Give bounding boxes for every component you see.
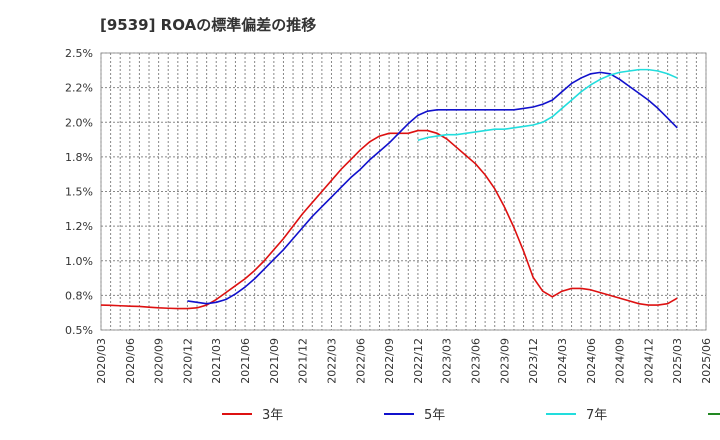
- x-tick-label: 2023/12: [527, 338, 540, 384]
- x-tick-label: 2020/06: [124, 338, 137, 384]
- legend-label: 7年: [586, 408, 607, 423]
- x-tick-label: 2024/09: [614, 338, 627, 384]
- series-layer: [100, 68, 678, 310]
- x-tick-label: 2023/06: [470, 338, 483, 384]
- y-tick-label: 2.2%: [65, 82, 93, 95]
- y-tick-label: 1.8%: [65, 151, 93, 164]
- y-tick-label: 1.0%: [65, 255, 93, 268]
- x-tick-label: 2024/12: [642, 338, 655, 384]
- y-tick-label: 0.5%: [65, 324, 93, 337]
- x-tick-label: 2024/06: [585, 338, 598, 384]
- x-tick-label: 2021/03: [210, 338, 223, 384]
- series-line-5年: [187, 71, 678, 305]
- series-line-3年: [100, 129, 678, 310]
- plot-area: [100, 52, 707, 331]
- x-tick-label: 2021/06: [239, 338, 252, 384]
- y-tick-label: 0.8%: [65, 289, 93, 302]
- x-tick-label: 2020/03: [95, 338, 108, 384]
- x-tick-label: 2021/09: [268, 338, 281, 384]
- legend: 3年5年7年10年: [222, 408, 720, 423]
- chart-title: [9539] ROAの標準偏差の推移: [100, 16, 317, 34]
- legend-label: 5年: [424, 408, 445, 423]
- grid-layer: [100, 52, 707, 331]
- x-tick-label: 2022/09: [383, 338, 396, 384]
- x-tick-label: 2025/06: [700, 338, 713, 384]
- x-tick-label: 2020/12: [181, 338, 194, 384]
- series-line-7年: [417, 68, 678, 142]
- y-tick-label: 2.5%: [65, 47, 93, 60]
- x-tick-label: 2022/03: [325, 338, 338, 384]
- x-tick-label: 2025/03: [671, 338, 684, 384]
- x-tick-label: 2023/03: [441, 338, 454, 384]
- y-tick-label: 1.2%: [65, 220, 93, 233]
- x-axis: 2020/03 2020/06 2020/09 2020/12 2021/03 2021/…: [95, 338, 713, 384]
- x-tick-label: 2024/03: [556, 338, 569, 384]
- legend-label: 3年: [262, 408, 283, 423]
- x-tick-label: 2022/06: [354, 338, 367, 384]
- x-tick-label: 2021/12: [297, 338, 310, 384]
- x-tick-label: 2022/12: [412, 338, 425, 384]
- y-tick-label: 1.5%: [65, 186, 93, 199]
- y-tick-label: 2.0%: [65, 116, 93, 129]
- y-axis: 0.5% 0.8% 1.0% 1.2% 1.5% 1.8% 2.0% 2.2% 2.5%: [65, 47, 93, 337]
- x-tick-label: 2023/09: [498, 338, 511, 384]
- x-tick-label: 2020/09: [153, 338, 166, 384]
